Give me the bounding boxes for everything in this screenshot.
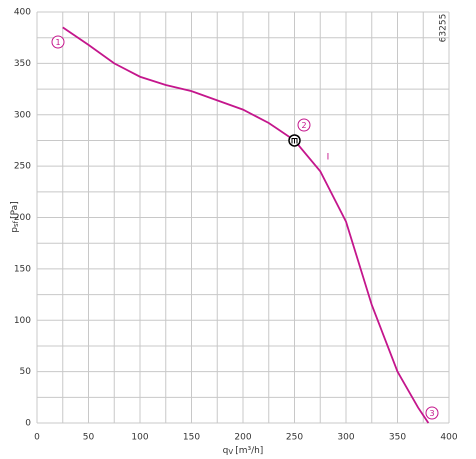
- y-tick-label: 200: [14, 213, 31, 223]
- y-tick-label: 0: [25, 419, 31, 429]
- annotation: 3: [429, 409, 434, 418]
- y-tick-label: 150: [14, 264, 31, 274]
- x-label-sub: V: [228, 448, 233, 456]
- y-label-unit: [Pa]: [10, 201, 20, 219]
- x-tick-label: 0: [34, 433, 40, 443]
- x-tick-label: 400: [440, 433, 457, 443]
- y-tick-label: 100: [14, 316, 31, 326]
- annotation-circle: [425, 406, 439, 420]
- y-tick-label: 350: [14, 59, 31, 69]
- curve: [62, 26, 430, 424]
- x-tick-label: 250: [286, 433, 303, 443]
- x-tick-label: 350: [389, 433, 406, 443]
- y-tick-label: 250: [14, 162, 31, 172]
- y-label-sub: sf: [12, 220, 20, 227]
- annotation: I: [327, 153, 330, 163]
- annotation: 1: [55, 38, 60, 47]
- x-tick-label: 150: [183, 433, 200, 443]
- operating-point-symbol: [291, 137, 298, 144]
- x-tick-label: 300: [337, 433, 354, 443]
- y-tick-label: 50: [20, 367, 32, 377]
- x-label-symbol: q: [223, 446, 229, 456]
- annotation-circle: [297, 118, 311, 132]
- y-axis-label: psf[Pa]: [10, 201, 21, 232]
- annotation: 2: [301, 121, 306, 130]
- y-label-symbol: p: [10, 227, 20, 233]
- x-tick-label: 100: [131, 433, 148, 443]
- chart-code: 63255: [439, 14, 449, 43]
- x-axis-label: qV [m³/h]: [223, 446, 264, 457]
- x-tick-label: 50: [83, 433, 95, 443]
- annotation-circle: [51, 35, 65, 49]
- x-tick-label: 200: [234, 433, 251, 443]
- y-tick-label: 400: [14, 8, 31, 18]
- y-tick-label: 300: [14, 110, 31, 120]
- x-label-unit: [m³/h]: [235, 446, 263, 456]
